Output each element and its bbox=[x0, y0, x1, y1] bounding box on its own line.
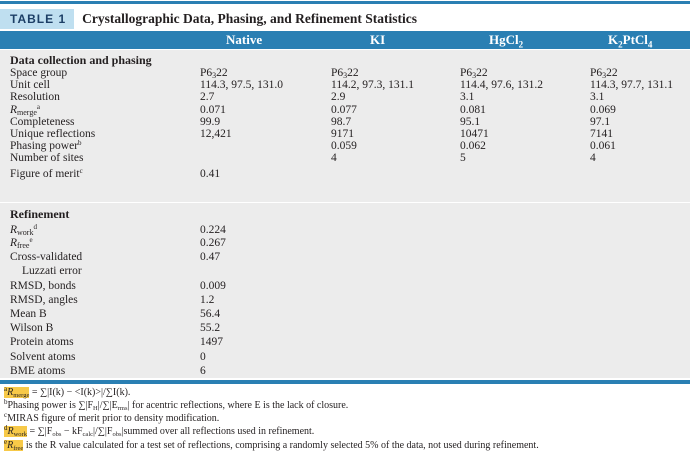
footnote-e: eRfree is the R value calculated for a t… bbox=[4, 438, 539, 452]
section-title-refinement: Refinement bbox=[10, 207, 70, 221]
row-space-group: Space group P6322 P6322 P6322 P6322 bbox=[10, 67, 618, 80]
row-bme-atoms: BME atoms 6 bbox=[10, 365, 206, 377]
row-protein-atoms: Protein atoms 1497 bbox=[10, 336, 223, 348]
col-native: Native bbox=[226, 32, 263, 47]
col-k2ptcl4: K2PtCl4 bbox=[608, 32, 653, 50]
table-caption: TABLE 1 Crystallographic Data, Phasing, … bbox=[0, 9, 417, 29]
row-rmerge: Rmergea 0.071 0.077 0.081 0.069 bbox=[10, 103, 616, 117]
row-solvent-atoms: Solvent atoms 0 bbox=[10, 351, 206, 363]
column-header: Native KI HgCl2 K2PtCl4 bbox=[0, 31, 690, 50]
row-rmsd-angles: RMSD, angles 1.2 bbox=[10, 294, 215, 306]
footnote-d: dRwork = ∑|Fobs − kFcalc|/∑|Fobs|summed … bbox=[4, 424, 315, 438]
top-rule bbox=[0, 1, 690, 4]
row-resolution: Resolution 2.7 2.9 3.1 3.1 bbox=[10, 91, 605, 103]
row-figure-of-merit: Figure of meritc 0.41 bbox=[10, 167, 221, 181]
row-unit-cell: Unit cell 114.3, 97.5, 131.0 114.2, 97.3… bbox=[10, 79, 673, 91]
footnote-c: cMIRAS figure of merit prior to density … bbox=[4, 411, 220, 425]
row-wilson-b: Wilson B 55.2 bbox=[10, 322, 221, 334]
row-rfree: Rfreee 0.267 bbox=[10, 236, 226, 250]
table-label: TABLE 1 bbox=[0, 9, 75, 29]
row-number-of-sites: Number of sites 4 5 4 bbox=[10, 152, 596, 164]
section-refinement bbox=[0, 203, 690, 378]
table-title: Crystallographic Data, Phasing, and Refi… bbox=[82, 11, 417, 26]
col-ki: KI bbox=[370, 32, 386, 47]
row-rwork: Rworkd 0.224 bbox=[10, 223, 226, 237]
row-phasing-power: Phasing powerb 0.059 0.062 0.061 bbox=[10, 139, 616, 153]
row-completeness: Completeness 99.9 98.7 95.1 97.1 bbox=[10, 116, 611, 128]
col-hgcl2: HgCl2 bbox=[489, 32, 524, 50]
section-title-data-collection: Data collection and phasing bbox=[10, 53, 152, 67]
row-cross-validated: Cross-validated 0.47 bbox=[10, 251, 221, 263]
row-rmsd-bonds: RMSD, bonds 0.009 bbox=[10, 280, 226, 292]
row-unique-reflections: Unique reflections 12,421 9171 10471 714… bbox=[10, 128, 613, 140]
row-luzzati-error: Luzzati error bbox=[22, 265, 82, 277]
table-bottom-rule bbox=[0, 380, 690, 384]
footnote-b: bPhasing power is ∑|FH|/∑|Erms| for acen… bbox=[4, 398, 349, 412]
footnote-a: aRmerge = ∑|I(k) − <I(k)>|/∑I(k). bbox=[4, 385, 131, 399]
section-data-collection bbox=[0, 50, 690, 202]
row-mean-b: Mean B 56.4 bbox=[10, 308, 221, 320]
